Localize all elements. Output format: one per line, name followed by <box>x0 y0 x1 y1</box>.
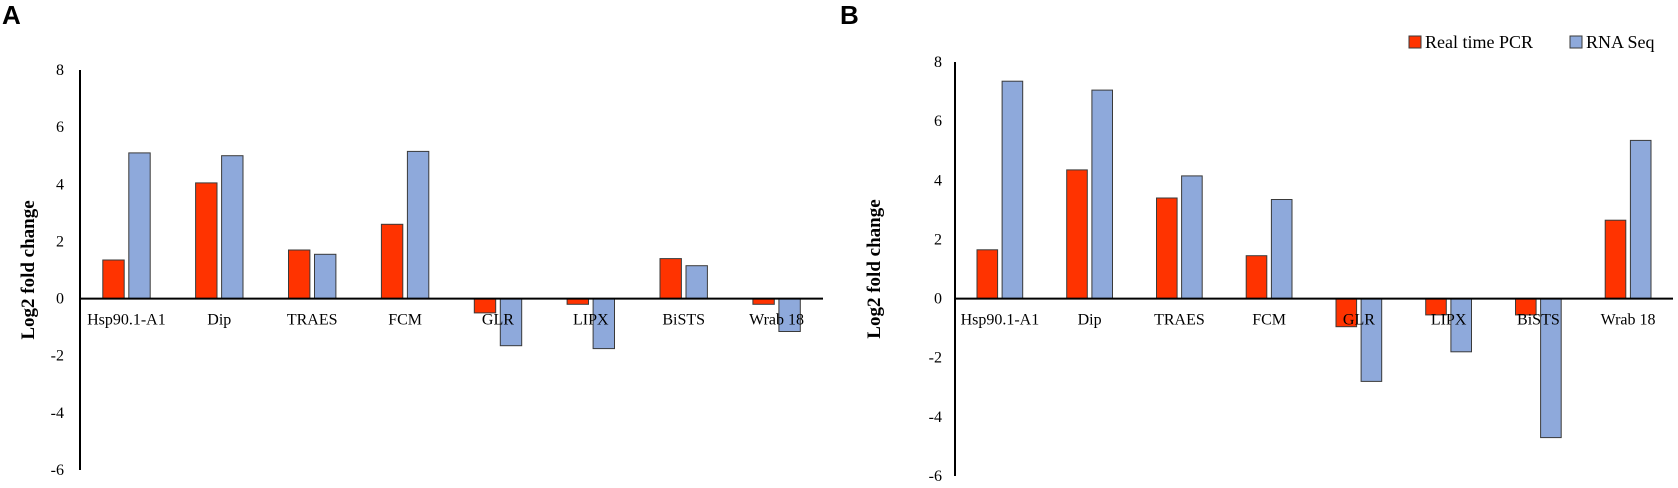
x-category-label: Dip <box>207 312 231 329</box>
bar-real-time-pcr <box>380 223 404 300</box>
y-axis-title: Log2 fold change <box>864 199 885 338</box>
y-tick-label: 4 <box>56 176 64 193</box>
bar-rna-seq <box>1001 80 1024 299</box>
x-category-label: Wrab 18 <box>749 312 804 329</box>
y-tick-label: -6 <box>929 468 942 485</box>
bar-real-time-pcr <box>1156 197 1178 299</box>
bar-rna-seq <box>128 152 151 300</box>
bar-real-time-pcr <box>102 259 125 300</box>
panel-letter: A <box>2 0 21 30</box>
y-tick-label: 2 <box>56 233 64 250</box>
bar-rna-seq <box>406 150 430 299</box>
legend-label: RNA Seq <box>1586 32 1655 52</box>
y-tick-label: -2 <box>51 348 64 365</box>
x-category-label: FCM <box>388 312 422 329</box>
bar-rna-seq <box>221 155 244 300</box>
x-category-label: Hsp90.1-A1 <box>961 312 1040 329</box>
y-tick-label: 4 <box>934 172 942 189</box>
bar-real-time-pcr <box>195 182 218 300</box>
bar-rna-seq <box>1270 199 1293 300</box>
bar-real-time-pcr <box>976 249 999 300</box>
chart-panel-a: A -6 -4 -2 0 2 4 6 8 Log2 fold change Hsp90.1-A1 Di… <box>2 0 823 479</box>
bar-real-time-pcr <box>1245 255 1268 300</box>
x-category-label: FCM <box>1252 312 1286 329</box>
bar-rna-seq <box>314 253 337 300</box>
legend-swatch <box>1569 35 1583 49</box>
panel-letter: B <box>840 0 859 30</box>
bar-rna-seq <box>1091 89 1114 300</box>
y-tick-label: 8 <box>934 54 942 71</box>
x-category-label: GLR <box>1343 312 1375 329</box>
y-tick-label: 0 <box>934 291 942 308</box>
x-category-label: LIPX <box>1431 312 1467 329</box>
bar-real-time-pcr <box>1604 219 1627 300</box>
x-category-label: Hsp90.1-A1 <box>87 312 166 329</box>
y-tick-label: 6 <box>56 119 64 136</box>
x-category-label: GLR <box>482 312 514 329</box>
x-category-label: BiSTS <box>1517 312 1560 329</box>
y-tick-label: -4 <box>929 409 942 426</box>
y-tick-label: -6 <box>51 462 64 479</box>
y-tick-label: -4 <box>51 405 64 422</box>
bar-rna-seq <box>1181 175 1203 300</box>
y-tick-label: 0 <box>56 291 64 308</box>
y-tick-label: -2 <box>929 350 942 367</box>
x-category-label: TRAES <box>1154 312 1205 329</box>
x-category-label: TRAES <box>287 312 338 329</box>
x-category-label: LIPX <box>573 312 609 329</box>
chart-panel-b: B -6 -4 -2 0 2 4 6 8 Log2 fold change Hsp90.1-A1 Di… <box>840 0 1673 485</box>
x-category-label: BiSTS <box>662 312 705 329</box>
x-category-label: Dip <box>1078 312 1102 329</box>
bar-real-time-pcr <box>288 249 311 300</box>
y-tick-label: 2 <box>934 231 942 248</box>
legend: Real time PCR RNA Seq <box>1408 32 1655 52</box>
bar-rna-seq <box>1629 139 1652 300</box>
bar-rna-seq <box>685 265 708 300</box>
y-axis-title: Log2 fold change <box>18 200 39 339</box>
legend-label: Real time PCR <box>1425 32 1533 52</box>
bar-real-time-pcr <box>659 258 682 300</box>
legend-swatch <box>1408 35 1422 49</box>
y-tick-label: 6 <box>934 113 942 130</box>
x-category-label: Wrab 18 <box>1601 312 1656 329</box>
bar-real-time-pcr <box>1066 169 1088 299</box>
y-tick-label: 8 <box>56 62 64 79</box>
